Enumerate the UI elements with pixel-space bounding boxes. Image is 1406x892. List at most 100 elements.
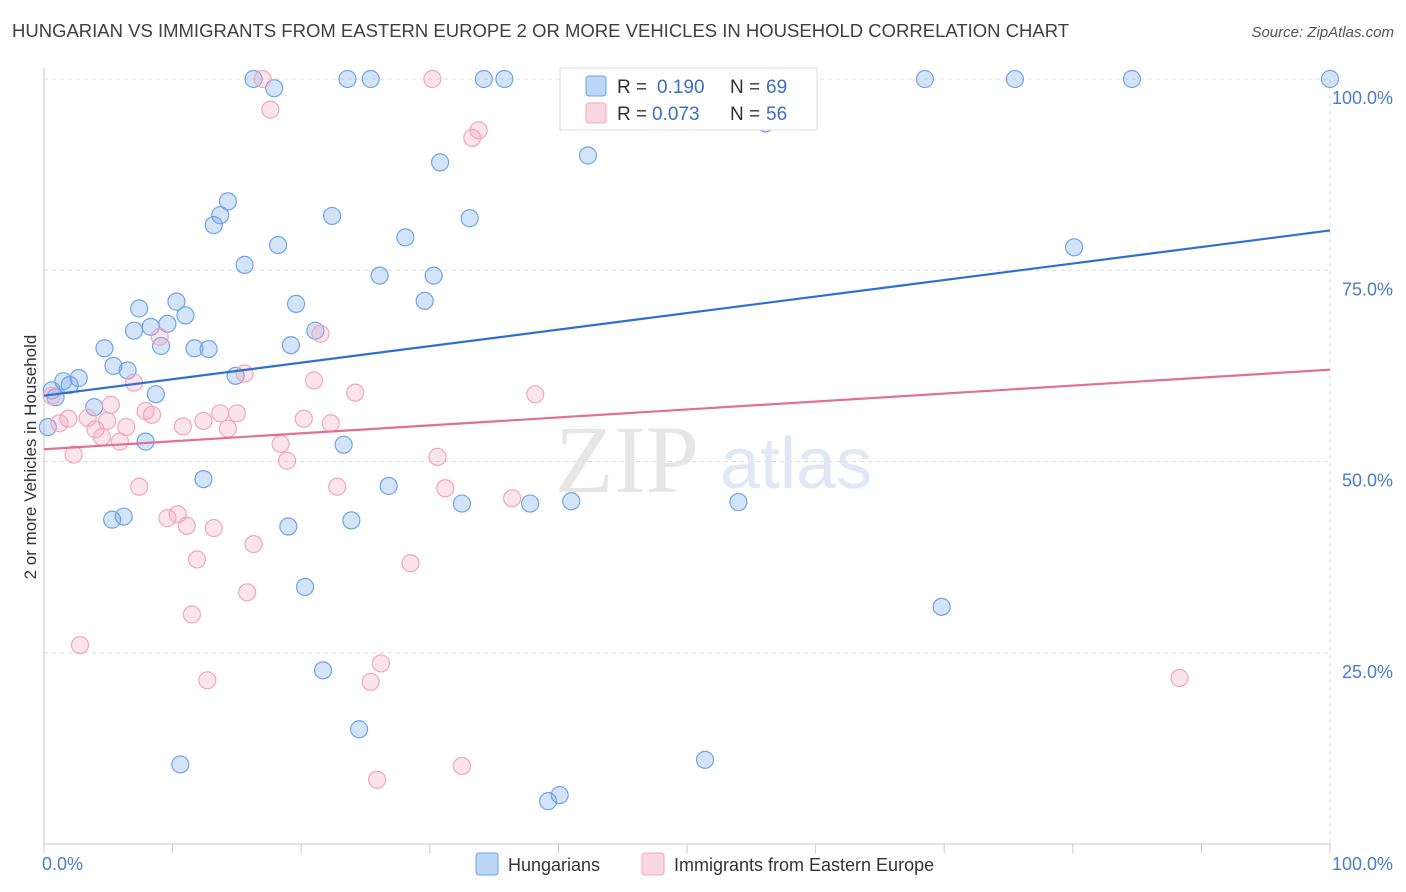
y-tick-label-3: 25.0% [1342,662,1393,682]
point-hungarians-5 [69,369,88,388]
bottom-legend-label-immigrants: Immigrants from Eastern Europe [674,855,934,875]
legend-box [559,67,818,131]
point-hungarians-62 [729,492,748,512]
trend-line-immigrants [43,368,1331,451]
point-hungarians-8 [103,510,122,529]
point-immigrants-41 [346,383,365,402]
point-hungarians-22 [185,339,204,358]
point-immigrants-1 [50,414,69,433]
legend-r-label-immigrants: R = [617,104,647,125]
legend-r-value-hungarians: 0.190 [657,77,705,98]
point-immigrants-45 [401,554,420,573]
point-hungarians-9 [104,356,123,375]
point-hungarians-67 [1064,238,1084,257]
y-tick-labels: 100.0% 75.0% 50.0% 25.0% [1332,88,1393,682]
point-hungarians-19 [167,292,186,311]
chart-title: HUNGARIAN VS IMMIGRANTS FROM EASTERN EUR… [12,20,1070,41]
point-hungarians-41 [338,69,357,89]
point-immigrants-22 [187,550,207,569]
point-immigrants-33 [261,100,280,119]
point-immigrants-8 [97,411,117,431]
point-immigrants-25 [204,518,223,538]
point-hungarians-32 [268,235,288,255]
point-immigrants-4 [70,635,90,655]
point-immigrants-2 [59,409,78,428]
legend-r-value-immigrants: 0.073 [652,104,700,125]
point-immigrants-38 [311,324,330,343]
point-immigrants-53 [526,385,545,404]
point-immigrants-26 [211,404,230,423]
point-hungarians-56 [539,792,558,811]
legend-swatch-immigrants [585,102,607,124]
point-hungarians-46 [379,476,398,496]
point-hungarians-44 [361,69,380,89]
point-immigrants-36 [294,409,313,428]
point-hungarians-54 [495,69,514,89]
bottom-legend-label-hungarians: Hungarians [508,855,600,875]
legend-n-label-hungarians: N = [730,77,760,98]
point-immigrants-24 [198,671,217,690]
point-immigrants-29 [235,364,254,383]
point-immigrants-35 [277,451,297,470]
point-hungarians-40 [334,435,353,454]
point-immigrants-23 [194,411,213,431]
point-immigrants-27 [218,419,237,438]
legend-r-label-hungarians: R = [617,77,647,98]
point-immigrants-32 [253,69,272,89]
point-hungarians-27 [218,192,237,211]
point-hungarians-29 [235,255,254,274]
watermark: ZIP atlas [555,406,872,513]
point-immigrants-40 [328,477,347,496]
point-immigrants-16 [150,327,169,346]
point-immigrants-47 [428,447,447,467]
x-tick-labels: 0.0% 100.0% [42,854,1393,874]
watermark-atlas: atlas [720,424,872,504]
point-immigrants-21 [182,605,201,624]
point-immigrants-44 [371,654,391,673]
point-immigrants-55 [1170,668,1189,688]
point-immigrants-20 [177,516,196,535]
axes [43,68,1331,853]
point-immigrants-37 [304,371,324,390]
point-hungarians-33 [279,517,298,536]
point-immigrants-42 [361,672,380,691]
point-hungarians-57 [550,785,569,805]
legend-n-value-immigrants: 56 [766,104,787,125]
point-hungarians-7 [95,339,114,358]
point-hungarians-66 [1005,69,1025,89]
point-hungarians-13 [130,299,149,318]
point-immigrants-13 [130,477,149,496]
point-immigrants-28 [227,404,246,423]
point-hungarians-53 [474,69,493,89]
point-hungarians-16 [146,385,165,404]
point-hungarians-36 [295,577,315,597]
point-hungarians-52 [460,209,479,228]
point-hungarians-48 [415,291,434,310]
point-hungarians-38 [313,661,333,680]
point-immigrants-43 [367,770,387,789]
point-immigrants-51 [469,121,488,140]
bottom-legend-swatch-hungarians [475,852,499,876]
point-hungarians-20 [171,755,190,774]
point-immigrants-48 [436,479,455,498]
point-hungarians-60 [578,146,598,165]
point-hungarians-17 [151,336,171,356]
top-legend: R = 0.190 N = 69 R = 0.073 N = 56 [559,67,818,131]
point-immigrants-52 [503,489,522,508]
y-tick-label-0: 100.0% [1332,88,1393,108]
point-hungarians-25 [204,216,223,235]
series-immigrants-eastern-europe [42,69,1189,789]
point-hungarians-50 [430,153,450,172]
point-hungarians-39 [322,206,342,226]
bottom-legend: Hungarians Immigrants from Eastern Europ… [475,852,934,876]
point-hungarians-12 [124,321,144,340]
point-hungarians-58 [562,492,581,511]
source-label: Source: ZipAtlas.com [1251,24,1394,41]
point-hungarians-23 [194,469,213,489]
y-tick-label-1: 75.0% [1342,279,1393,299]
x-tick-label-1: 100.0% [1332,854,1393,874]
x-tick-label-0: 0.0% [42,854,83,874]
point-immigrants-39 [321,414,340,433]
point-hungarians-68 [1122,69,1142,89]
